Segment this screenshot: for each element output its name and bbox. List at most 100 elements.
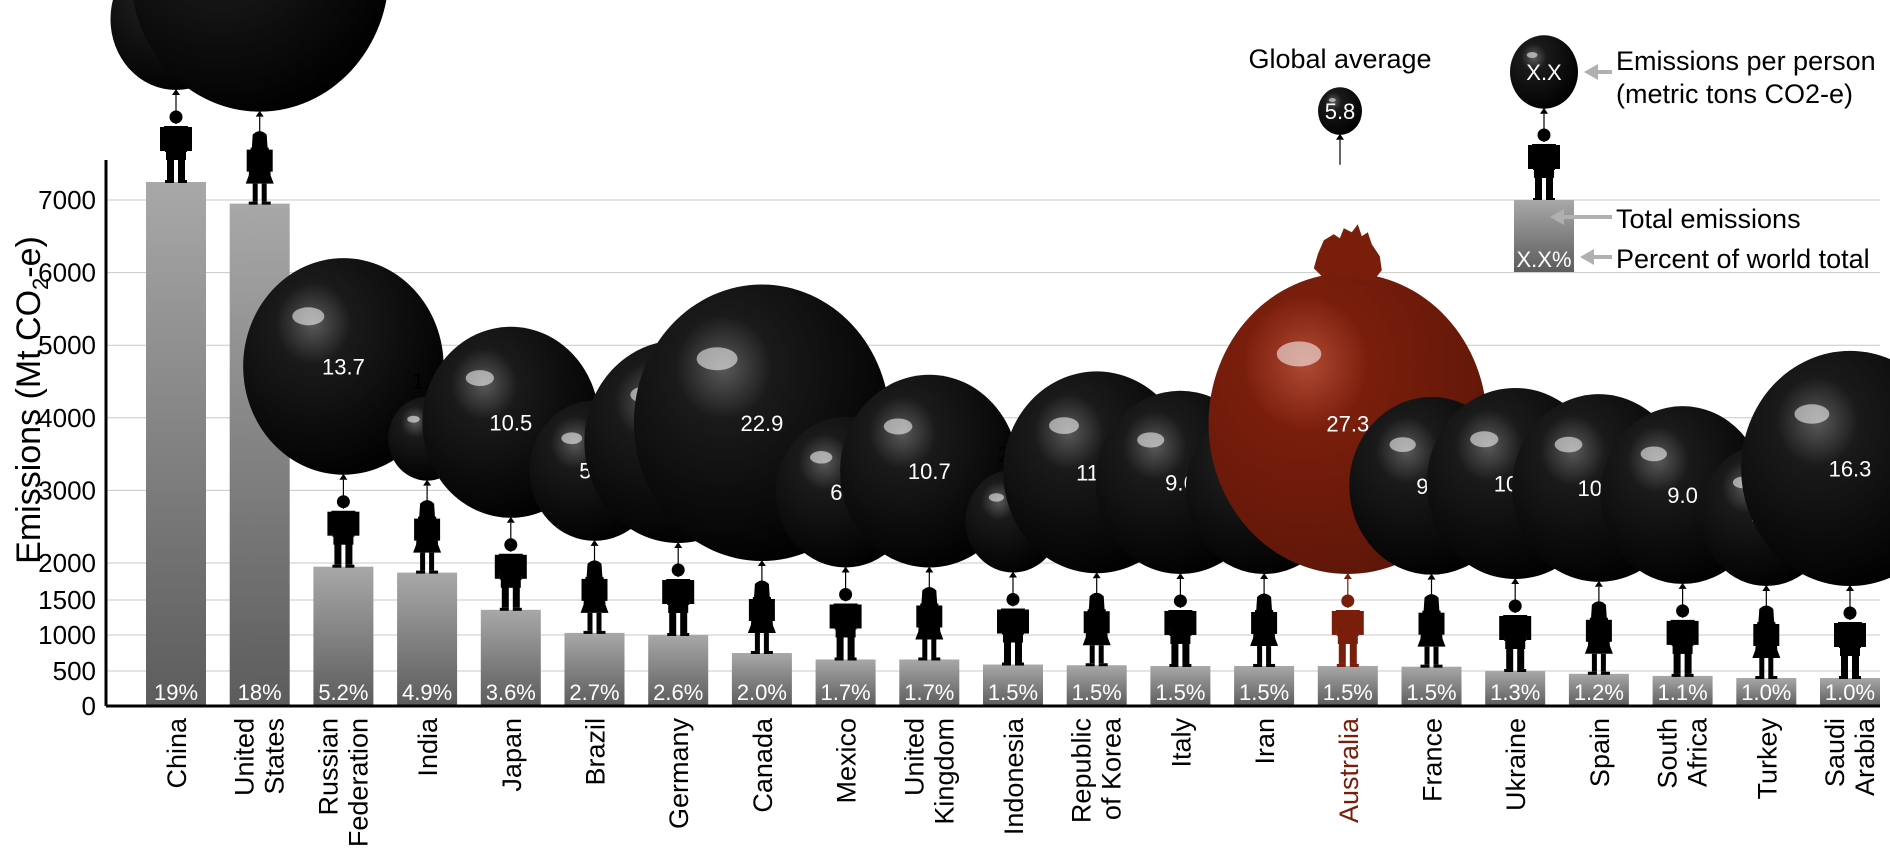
balloon	[1741, 350, 1890, 591]
bar	[648, 635, 709, 706]
bar-percent-label: 2.7%	[569, 680, 619, 705]
bar	[815, 659, 876, 706]
legend: X.X X.X% Emissions per person(metric tons …	[1510, 35, 1876, 274]
legend-balloon	[1510, 35, 1578, 114]
category-labels: China UnitedStates RussianFederation India J…	[162, 717, 1880, 847]
person-figure	[1164, 594, 1197, 667]
bar-percent-label: 1.2%	[1574, 680, 1624, 705]
legend-bar-percent: X.X%	[1516, 247, 1571, 272]
bar	[1317, 665, 1378, 706]
person-figure	[160, 110, 192, 183]
legend-figure	[1528, 128, 1560, 201]
bar	[1652, 675, 1713, 706]
person-figure	[662, 563, 695, 636]
category-label: Indonesia	[999, 717, 1029, 835]
bar-percent-label: 18%	[238, 680, 282, 705]
person-figure	[915, 586, 944, 661]
category-label: UnitedStates	[230, 718, 290, 796]
category-label: RussianFederation	[313, 718, 373, 847]
bar-percent-label: 1.5%	[1155, 680, 1205, 705]
category-label: Turkey	[1752, 718, 1782, 800]
global-average-label: Global average	[1248, 44, 1431, 74]
bar-percent-label: 2.0%	[737, 680, 787, 705]
category-label: Mexico	[832, 718, 862, 804]
balloons: 5.523.413.71.710.55.411.922.96.310.72.71…	[110, 0, 1890, 591]
bar	[397, 572, 458, 706]
legend-total: Total emissions	[1616, 204, 1801, 234]
balloon-label: 10.7	[908, 459, 951, 484]
global-average: Global average 5.8	[1248, 44, 1432, 165]
figures	[160, 95, 1866, 679]
y-axis-title: Emissions (Mt CO2-e)	[10, 236, 53, 564]
bar	[1150, 665, 1211, 706]
balloon	[133, 0, 387, 117]
category-label: Iran	[1250, 718, 1280, 765]
category-label: India	[413, 717, 443, 777]
balloon-label: 27.3	[1326, 412, 1369, 437]
bar	[313, 566, 374, 706]
bar-percent-label: 19%	[154, 680, 198, 705]
category-label: Ukraine	[1501, 718, 1531, 811]
y-tick-label: 0	[82, 691, 96, 721]
y-tick-label: 6000	[38, 258, 96, 288]
category-label: France	[1418, 718, 1448, 802]
y-tick-label: 1500	[38, 585, 96, 615]
bar-percent-label: 4.9%	[402, 680, 452, 705]
bar	[1401, 666, 1462, 706]
y-tick-label: 1000	[38, 620, 96, 650]
bar	[229, 203, 290, 706]
category-label: Italy	[1166, 718, 1196, 768]
bar-percent-label: 1.5%	[988, 680, 1038, 705]
bar-percent-label: 1.5%	[1072, 680, 1122, 705]
bar	[146, 182, 206, 706]
category-label: China	[162, 717, 192, 789]
category-label: Japan	[497, 718, 527, 792]
legend-per-person-line1: Emissions per person	[1616, 46, 1876, 76]
bar	[1568, 673, 1629, 706]
balloon-label: 13.7	[322, 354, 365, 379]
bar-percent-label: 1.5%	[1406, 680, 1456, 705]
bar	[564, 632, 625, 706]
bar	[731, 653, 792, 706]
legend-balloon-text: X.X	[1526, 60, 1562, 85]
person-figure	[327, 495, 360, 568]
person-figure	[997, 593, 1029, 666]
bar-percent-label: 1.0%	[1741, 680, 1791, 705]
bar	[899, 659, 960, 706]
category-label: Republicof Korea	[1067, 717, 1127, 823]
category-label: Canada	[748, 717, 778, 813]
category-label: Germany	[664, 718, 694, 830]
bars: 19% 18% 5.2% 4.9% 3.6% 2.7% 2.6% 2.0% 1.7% 1.7% 1.…	[146, 182, 1880, 706]
bar-percent-label: 3.6%	[486, 680, 536, 705]
y-tick-label: 500	[53, 656, 96, 686]
category-label: Australia	[1334, 717, 1364, 823]
category-label: Spain	[1585, 718, 1615, 787]
person-figure	[1499, 599, 1532, 672]
bar	[1820, 678, 1880, 706]
category-label: SaudiArabia	[1820, 717, 1880, 796]
y-tick-label: 7000	[38, 185, 96, 215]
bar-percent-label: 1.5%	[1323, 680, 1373, 705]
bar-percent-label: 1.0%	[1825, 680, 1875, 705]
category-label: UnitedKingdom	[899, 718, 959, 825]
bar-percent-label: 1.3%	[1490, 680, 1540, 705]
category-label: SouthAfrica	[1653, 717, 1713, 789]
bar	[1736, 678, 1797, 706]
y-tick-label: 2000	[38, 548, 96, 578]
bar-percent-label: 1.5%	[1239, 680, 1289, 705]
y-tick-label: 4000	[38, 403, 96, 433]
person-figure	[1331, 594, 1364, 667]
bar-percent-label: 5.2%	[318, 680, 368, 705]
global-average-value: 5.8	[1325, 99, 1356, 124]
person-figure	[1834, 606, 1866, 679]
category-label: Brazil	[581, 718, 611, 786]
balloon-label: 10.5	[489, 410, 532, 435]
legend-arrow-percent	[1580, 249, 1612, 265]
bar	[1234, 665, 1295, 706]
balloon-label: 9.0	[1667, 483, 1698, 508]
legend-per-person-line2: (metric tons CO2-e)	[1616, 79, 1853, 109]
balloon-label: 16.3	[1829, 456, 1872, 481]
balloon-label: 22.9	[740, 411, 783, 436]
